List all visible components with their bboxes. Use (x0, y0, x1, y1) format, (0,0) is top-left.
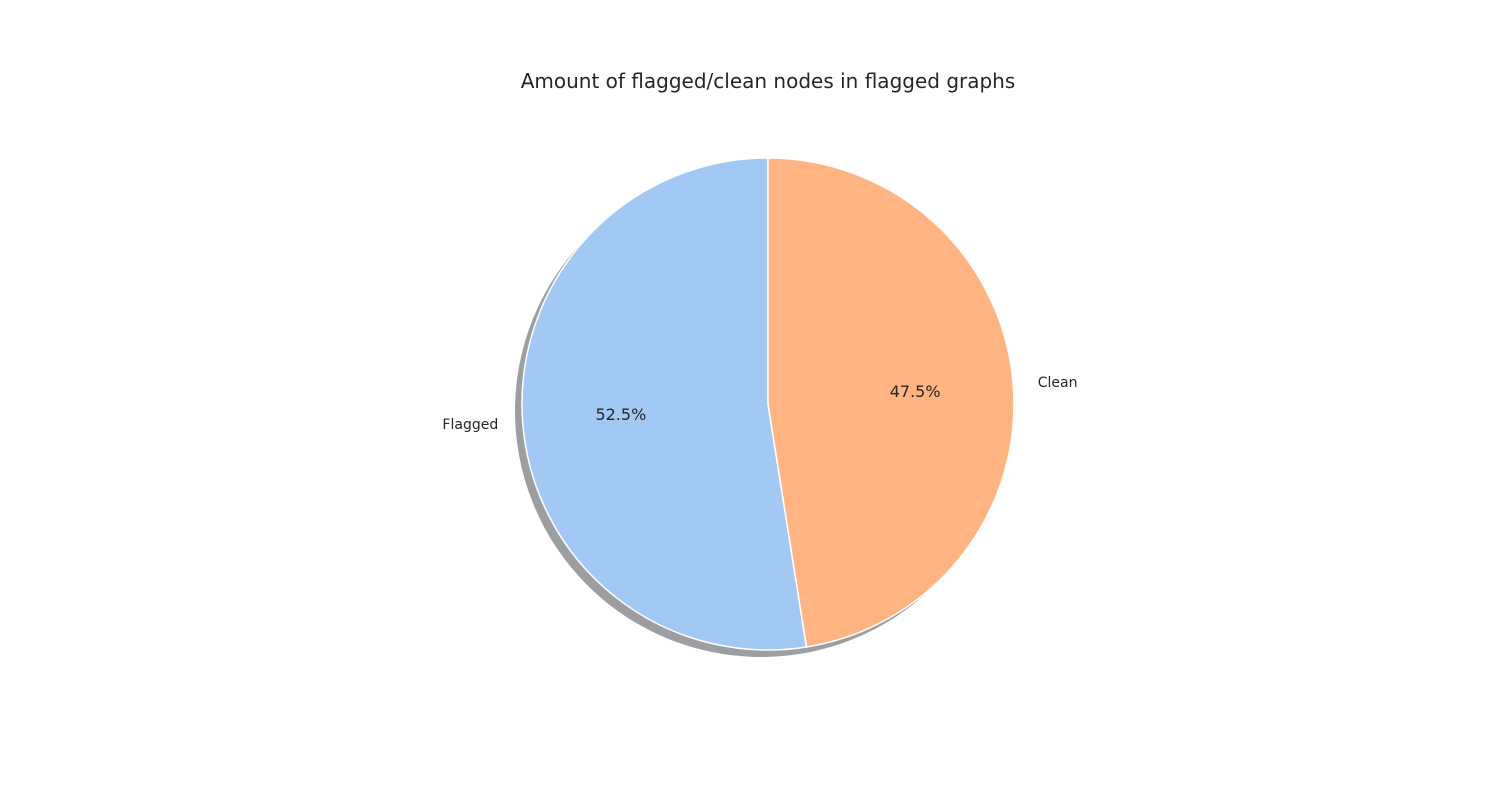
slice-flagged (521, 157, 808, 651)
slice-label-flagged: Flagged (442, 417, 498, 433)
pie-labels: Flagged 52.5% Clean 47.5% (442, 375, 1077, 433)
slice-label-clean: Clean (1038, 375, 1078, 391)
pie-slices (521, 157, 1015, 651)
percent-label-flagged: 52.5% (595, 405, 646, 424)
slice-clean (767, 157, 1015, 648)
percent-label-clean: 47.5% (890, 382, 941, 401)
chart-title: Amount of flagged/clean nodes in flagged… (521, 69, 1016, 93)
